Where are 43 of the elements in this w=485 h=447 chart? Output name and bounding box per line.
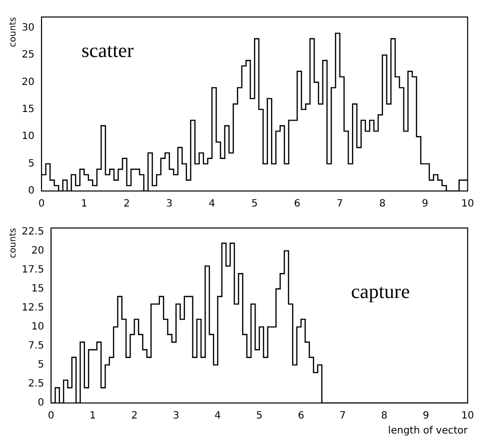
y-axis-title: counts	[8, 16, 19, 48]
x-tick-label: 5	[251, 198, 258, 210]
x-axis-title: length of vector	[388, 426, 469, 437]
y-tick-label: 0	[28, 186, 35, 197]
x-tick-label: 4	[214, 410, 221, 422]
annotation: capture	[351, 281, 410, 303]
y-tick-label: 30	[22, 22, 35, 34]
x-tick-label: 3	[166, 198, 173, 210]
x-tick-label: 3	[172, 410, 180, 422]
y-tick-label: 10	[31, 322, 44, 333]
y-tick-label: 5	[38, 360, 44, 371]
x-tick-label: 7	[336, 198, 343, 210]
x-tick-label: 5	[256, 410, 263, 422]
y-tick-label: 10	[22, 131, 35, 142]
y-tick-label: 22.5	[22, 226, 44, 238]
y-tick-label: 7.5	[28, 340, 44, 352]
x-tick-label: 7	[339, 410, 346, 422]
y-axis-title: counts	[8, 228, 19, 258]
y-tick-label: 2.5	[28, 378, 44, 390]
x-tick-label: 1	[90, 410, 96, 422]
y-tick-label: 15	[22, 104, 35, 116]
y-tick-label: 17.5	[22, 264, 44, 276]
x-tick-label: 8	[381, 410, 388, 422]
y-tick-label: 20	[22, 76, 35, 88]
y-tick-label: 0	[38, 398, 44, 409]
x-tick-label: 2	[124, 198, 130, 210]
x-tick-label: 9	[422, 198, 428, 210]
x-tick-label: 0	[48, 410, 54, 422]
x-tick-label: 10	[461, 410, 474, 422]
x-tick-label: 6	[294, 198, 300, 210]
y-tick-label: 12.5	[22, 302, 44, 314]
x-tick-label: 9	[422, 410, 430, 422]
x-tick-label: 1	[80, 198, 88, 210]
x-tick-label: 6	[298, 410, 304, 422]
x-tick-label: 8	[379, 198, 386, 210]
x-tick-label: 4	[208, 198, 216, 210]
y-tick-label: 5	[28, 158, 35, 170]
y-tick-label: 15	[31, 283, 44, 294]
y-tick-label: 25	[22, 50, 35, 61]
y-tick-label: 20	[31, 245, 44, 256]
annotation: scatter	[82, 40, 134, 62]
x-tick-label: 10	[461, 198, 474, 210]
x-tick-label: 2	[131, 410, 138, 422]
